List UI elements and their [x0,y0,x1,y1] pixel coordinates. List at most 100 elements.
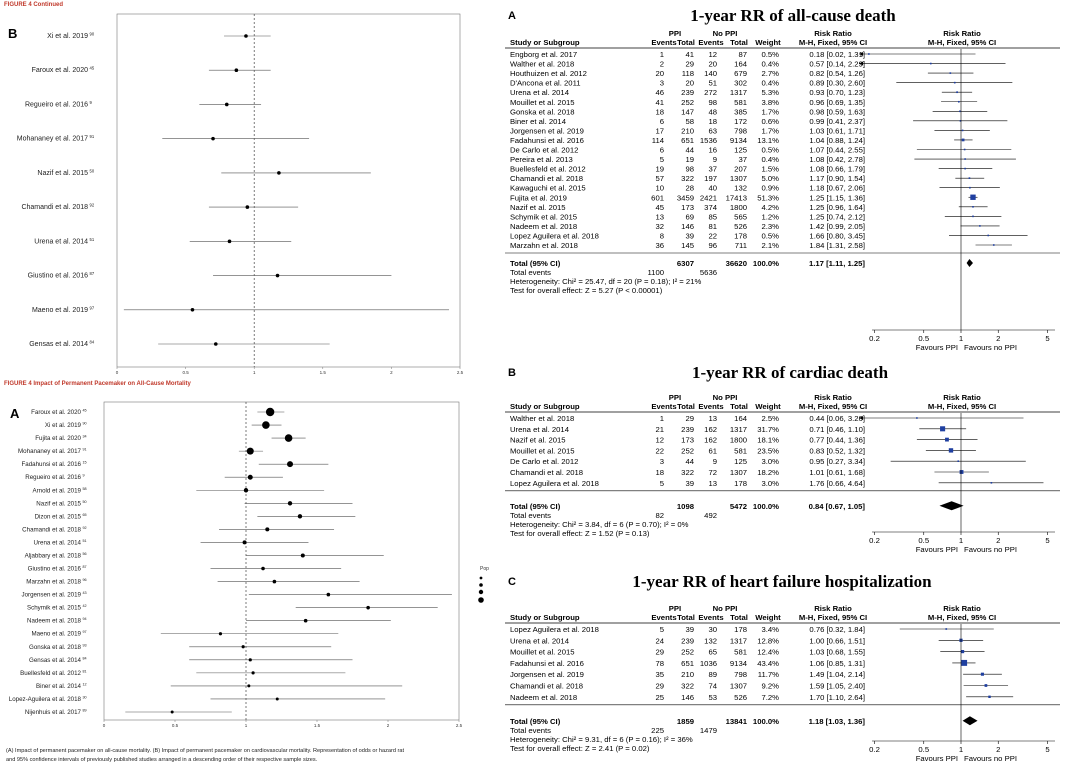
group-ppi: PPI [669,604,681,613]
study-name: Mouillet et al. 2015 [510,648,575,657]
weight: 0.4% [761,60,779,69]
estimate-point [245,205,250,209]
ppi-events: 601 [651,193,664,202]
study-label: Jorgensen et al. 2019 [21,592,81,599]
risk-ratio-ci: 0.71 [0.46, 1.10] [809,425,865,434]
ppi-total: 210 [681,670,694,679]
tick-label: 1.5 [314,723,321,728]
ppi-events: 57 [655,174,664,183]
study-name: Mouillet et al. 2015 [510,98,575,107]
study-ref: 56 [83,552,87,556]
study-label: Gensas et al. 2014 [29,657,81,664]
no-ppi-total: 164 [734,414,748,423]
overall-effect-text: Test for overall effect: Z = 5.27 (P < 0… [510,286,663,295]
ppi-total-sum: 1098 [677,502,695,511]
no-ppi-events-sum: 492 [704,511,717,520]
heterogeneity-text: Heterogeneity: Chi² = 9.31, df = 6 (P = … [510,735,693,744]
no-ppi-total: 798 [734,670,747,679]
weight-box [961,138,965,142]
study-name: Walther et al. 2018 [510,60,574,69]
no-ppi-total: 711 [735,241,747,250]
study-name: Nadeem et al. 2018 [510,693,577,702]
no-ppi-events: 81 [708,222,717,231]
no-ppi-total: 87 [738,50,747,59]
risk-ratio-ci: 0.98 [0.59, 1.63] [809,107,865,116]
panel-letter: C [508,576,516,588]
study-label: Mohananey et al. 2017 [17,136,88,143]
weight-box [990,482,993,484]
study-ref: 30 [83,695,87,699]
no-ppi-total: 565 [734,212,747,221]
figure-header-continued: FIGURE 4 Continued [4,2,63,8]
col-ci: M-H, Fixed, 95% CI [799,402,867,411]
no-ppi-events: 16 [708,146,717,155]
ppi-events-sum: 1100 [647,268,664,277]
no-ppi-events: 2421 [700,193,717,202]
ppi-events: 35 [655,670,664,679]
weight: 0.5% [761,231,779,240]
study-label: Maeno et al. 2019 [31,631,81,638]
weight-box [964,167,966,170]
no-ppi-total: 9134 [730,136,748,145]
estimate-point [190,307,195,312]
tick-label: 0.5 [172,723,179,728]
no-ppi-total: 178 [734,479,747,488]
weight: 2.5% [761,414,779,423]
estimate-point [265,407,275,417]
study-name: Marzahn et al. 2018 [510,241,578,250]
panel-title: 1-year RR of cardiac death [692,363,889,382]
weight-box [984,684,988,687]
ppi-total: 19 [685,155,694,164]
no-ppi-events: 72 [708,468,717,477]
study-label: Gensas et al. 2014 [29,341,88,348]
left-caption-line1: (A) Impact of permanent pacemaker on all… [6,748,405,754]
risk-ratio-ci: 0.93 [0.70, 1.23] [809,88,865,97]
study-ref: 45 [90,66,95,71]
study-label: Chamandi et al. 2018 [22,526,81,533]
risk-ratio-ci: 0.76 [0.32, 1.84] [809,625,865,634]
no-ppi-total: 385 [734,107,747,116]
no-ppi-total: 1317 [730,425,747,434]
risk-ratio-ci: 0.44 [0.06, 3.20] [809,414,865,423]
overall-effect-text: Test for overall effect: Z = 2.41 (P = 0… [510,744,650,753]
total-events-label: Total events [510,268,551,277]
study-label: Maeno et al. 2019 [32,307,88,314]
no-ppi-total: 17413 [726,193,747,202]
no-ppi-events: 22 [708,231,717,240]
no-ppi-total: 526 [734,222,747,231]
study-label: Faroux et al. 2020 [32,67,89,74]
ppi-total: 41 [685,50,694,59]
tick-label: 1 [253,370,256,375]
study-label: Schymik et al. 2015 [27,605,82,612]
estimate-point [170,710,174,714]
study-ref: 87 [83,565,87,569]
risk-ratio-ci: 1.49 [1.04, 2.14] [809,670,865,679]
no-ppi-total: 1307 [730,174,747,183]
study-ref: 90 [83,422,87,426]
no-ppi-total-sum: 13841 [726,717,748,726]
ppi-events: 1 [660,50,664,59]
estimate-point [275,697,279,701]
weight: 4.2% [761,203,779,212]
study-name: Urena et al. 2014 [510,425,570,434]
weight: 51.3% [757,193,779,202]
ppi-events: 45 [655,203,664,212]
pooled-diamond [966,259,973,267]
no-ppi-events: 13 [708,479,717,488]
no-ppi-events: 374 [704,203,718,212]
no-ppi-events: 53 [708,693,717,702]
no-ppi-events: 48 [708,107,717,116]
estimate-point [261,566,265,571]
study-ref: 94 [83,617,87,621]
weight: 0.5% [761,50,779,59]
estimate-point [234,68,239,73]
no-ppi-total: 581 [734,648,747,657]
col-events: Events [698,402,723,411]
no-ppi-events: 96 [708,241,717,250]
no-ppi-total: 164 [734,60,748,69]
risk-ratio-ci: 1.25 [0.74, 2.12] [809,212,865,221]
group-risk-ratio: Risk Ratio [814,29,852,38]
ci-arrow [859,416,864,420]
estimate-point [251,671,255,675]
panel-title: 1-year RR of all-cause death [690,6,896,25]
